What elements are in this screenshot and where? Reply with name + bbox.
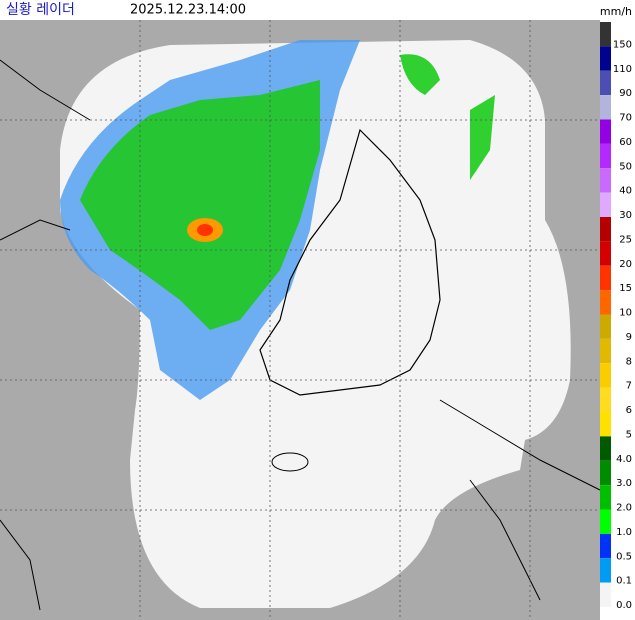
legend-label: 3.0 <box>616 478 632 489</box>
legend-swatch <box>600 314 611 339</box>
rain-area-east <box>400 54 495 180</box>
legend-label: 0.0 <box>616 600 632 611</box>
legend-swatch <box>600 241 611 266</box>
legend-label: 4.0 <box>616 454 632 465</box>
legend-swatch <box>600 143 611 169</box>
unit: mm/h <box>600 5 632 18</box>
legend-label: 10 <box>619 308 632 319</box>
legend-label: 40 <box>619 186 632 197</box>
legend-label: 5 <box>626 429 632 440</box>
legend-swatch <box>600 387 611 412</box>
legend-label: 150 <box>613 39 632 50</box>
legend-label: 0.5 <box>616 551 632 562</box>
legend-swatch <box>600 582 611 607</box>
legend-swatch <box>600 436 611 461</box>
legend-swatch <box>600 46 611 71</box>
legend-label: 9 <box>626 332 632 343</box>
borders <box>0 59 601 611</box>
legend-swatch <box>600 558 611 583</box>
legend-swatch <box>600 70 611 96</box>
legend-swatch <box>600 119 611 144</box>
map <box>0 20 601 620</box>
legend-swatch <box>600 338 611 364</box>
legend-label: 15 <box>619 283 632 294</box>
timestamp: 2025.12.23.14:00 <box>130 3 246 18</box>
legend-label: 7 <box>626 381 632 392</box>
legend-swatch <box>600 509 611 534</box>
legend-label: 6 <box>626 405 632 416</box>
rain-area-moderate <box>80 80 320 330</box>
legend-swatch <box>600 265 611 291</box>
legend-label: 0.1 <box>616 576 632 587</box>
legend-swatch <box>600 95 611 120</box>
legend-label: 30 <box>619 210 632 221</box>
legend-label: 8 <box>626 356 632 367</box>
legend-swatch <box>600 363 611 388</box>
grid <box>0 20 600 620</box>
legend-swatch <box>600 412 611 437</box>
legend-label: 2.0 <box>616 503 632 514</box>
legend-swatch <box>600 192 611 217</box>
legend-label: 1.0 <box>616 527 632 538</box>
legend-label: 50 <box>619 161 632 172</box>
legend-swatch <box>600 460 611 486</box>
legend-label: 70 <box>619 113 632 124</box>
legend-swatch <box>600 22 611 47</box>
island <box>271 452 309 472</box>
legend-swatch <box>600 168 611 193</box>
legend-label: 20 <box>619 259 632 270</box>
legend-label: 110 <box>613 64 632 75</box>
legend-swatch <box>600 217 611 242</box>
legend-swatch <box>600 290 611 315</box>
legend-swatch <box>600 533 611 559</box>
coastline <box>259 128 441 396</box>
title: 실황 레이더 <box>6 2 75 18</box>
legend-label: 90 <box>619 88 632 99</box>
rain-core-center <box>197 224 213 236</box>
legend: 150 110 90 70 60 50 40 30 25 20 15 10 9 8 7 6 5 4.0 3.0 2.0… <box>600 22 632 611</box>
legend-label: 25 <box>619 234 632 245</box>
legend-label: 60 <box>619 137 632 148</box>
legend-swatch <box>600 485 611 510</box>
